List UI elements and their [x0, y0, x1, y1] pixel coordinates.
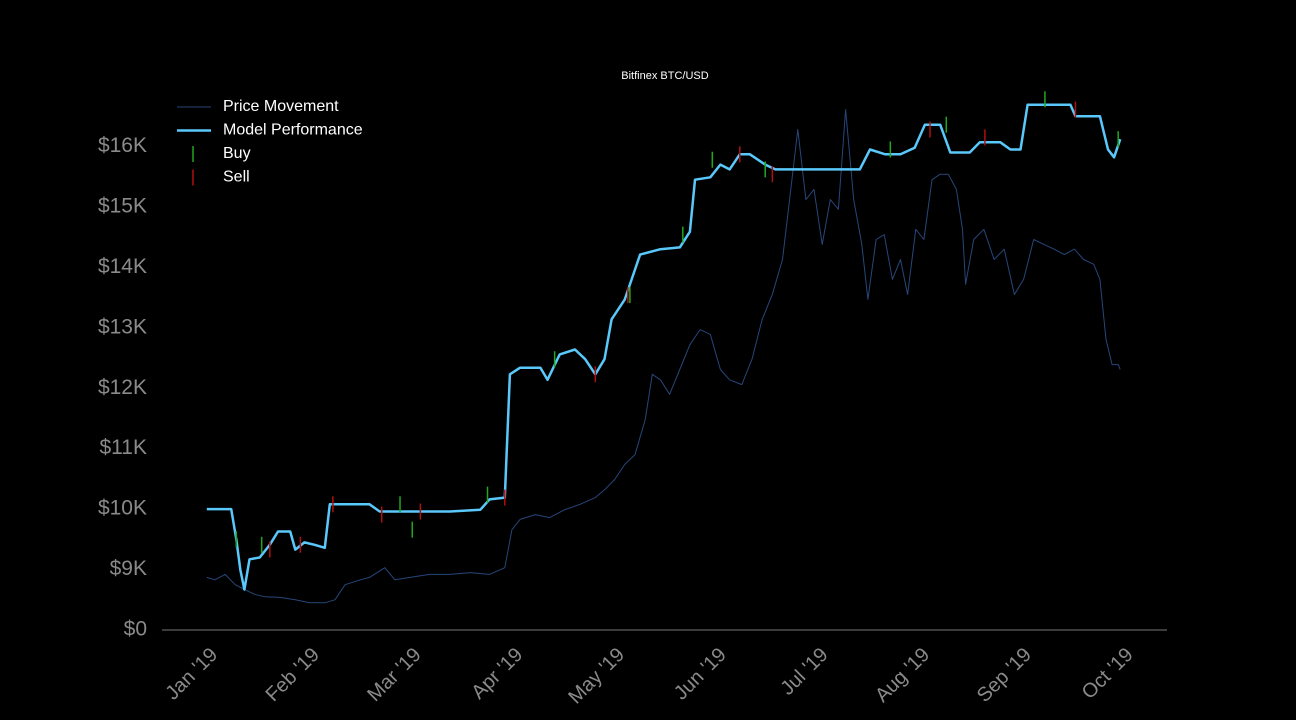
x-tick-label: Sep '19 — [973, 644, 1036, 707]
y-tick-label: $12K — [98, 376, 147, 399]
series-line — [206, 109, 1121, 604]
legend-label: Buy — [223, 145, 251, 162]
x-tick-label: Jul '19 — [776, 644, 832, 700]
legend-label: Model Performance — [223, 122, 363, 139]
legend-label: Price Movement — [223, 98, 339, 115]
x-tick-label: Apr '19 — [467, 644, 527, 704]
y-tick-label: $14K — [98, 255, 147, 278]
x-tick-label: Mar '19 — [363, 644, 425, 706]
y-tick-label: $10K — [98, 497, 147, 520]
legend-label: Sell — [223, 169, 250, 186]
chart-title: Bitfinex BTC/USD — [621, 70, 708, 82]
x-tick-label: Aug '19 — [871, 644, 934, 707]
x-tick-label: May '19 — [564, 644, 629, 709]
x-tick-label: Jan '19 — [161, 644, 222, 705]
y-tick-label: $11K — [100, 436, 148, 459]
x-tick-label: Feb '19 — [262, 644, 324, 706]
y-tick-label: $9K — [110, 557, 147, 580]
x-tick-label: Jun '19 — [670, 644, 731, 705]
x-tick-label: Oct '19 — [1078, 644, 1138, 704]
series-line — [206, 103, 1122, 591]
y-tick-label: $15K — [98, 194, 147, 217]
y-tick-label: $16K — [98, 134, 147, 157]
y-tick-label: $0 — [124, 618, 147, 641]
y-tick-label: $13K — [98, 315, 147, 338]
